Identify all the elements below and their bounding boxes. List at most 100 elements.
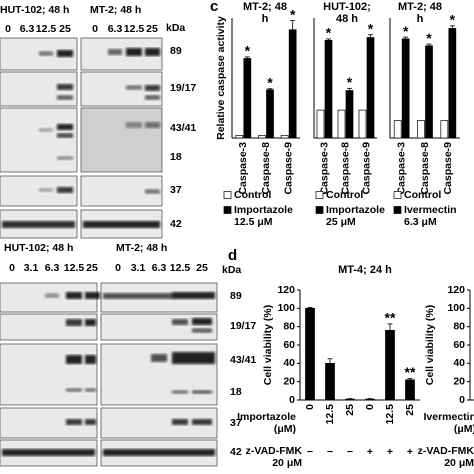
legend-label: Importazole 12.5 μM <box>234 204 293 228</box>
significance-mark: * <box>267 74 273 90</box>
error-bar <box>347 87 352 91</box>
x-tick-label: 25 <box>344 404 356 416</box>
marker-label: 42 <box>230 446 242 458</box>
x-tick-label: Caspase-3 <box>395 142 407 195</box>
bar <box>366 37 375 139</box>
bar <box>425 45 433 139</box>
panel-letter: c <box>210 0 218 15</box>
significance-mark: * <box>368 20 374 36</box>
error-bar <box>449 25 455 29</box>
chart-title: HUT-102; 48 h <box>323 1 371 25</box>
lane-label: 25 <box>146 23 158 35</box>
error-bar <box>387 323 393 331</box>
x-tick-label: Caspase-9 <box>442 142 454 195</box>
error-bar <box>267 88 273 90</box>
y-tick-label: 40 <box>283 357 295 369</box>
bar <box>235 135 244 139</box>
blot-title: MT-2; 48 h <box>116 242 167 254</box>
x-tick-label: Caspase-9 <box>360 142 372 195</box>
bar <box>405 379 415 401</box>
legend-swatch <box>315 206 324 214</box>
error-bar <box>407 378 413 380</box>
chart-title: MT-2; 48 h <box>243 1 288 25</box>
legend-swatch <box>393 191 402 199</box>
lane-label: 25 <box>59 23 71 35</box>
kda-label: kDa <box>222 264 241 276</box>
lane-label: 3.1 <box>24 262 39 274</box>
bar <box>345 398 355 401</box>
lane-label: 25 <box>86 262 98 274</box>
bar <box>337 109 346 139</box>
error-bar <box>426 43 432 46</box>
significance-mark: * <box>326 25 332 41</box>
error-bar <box>307 307 313 309</box>
treatment-label: z-VAD-FMK 20 μM <box>245 445 302 469</box>
lane-label: 6.3 <box>45 262 60 274</box>
lane-label: 12.5 <box>64 262 85 274</box>
bar <box>258 135 266 139</box>
bar <box>325 362 335 401</box>
legend-label: Control <box>234 189 272 201</box>
y-tick-label: 0 <box>459 394 465 406</box>
legend-label: Ivermectin 6.3 μM <box>404 204 457 228</box>
y-tick-label: 60 <box>283 339 295 351</box>
legend-label: Control <box>404 189 442 201</box>
marker-label: 19/17 <box>230 320 256 332</box>
y-tick-label: 120 <box>277 284 295 296</box>
bar <box>316 109 325 139</box>
lane-label: 6.3 <box>108 23 123 35</box>
y-tick-label: 80 <box>453 320 465 332</box>
lane-label: 12.5 <box>124 23 145 35</box>
legend-swatch <box>223 206 232 214</box>
marker-label: 37 <box>230 417 242 429</box>
treatment-label: z-VAD-FMK 20 μM <box>417 445 474 469</box>
error-bar <box>368 34 373 38</box>
lane-label: 6.3 <box>152 262 167 274</box>
lane-label: 0 <box>9 262 15 274</box>
lane-label: 12.5 <box>36 23 57 35</box>
x-tick-label: 25 <box>404 404 416 416</box>
y-tick-label: 20 <box>283 375 295 387</box>
bar <box>345 90 354 139</box>
significance-mark: * <box>290 6 296 22</box>
blot-title: HUT-102; 48 h <box>0 4 69 16</box>
treatment-mark: + <box>367 446 373 458</box>
bar <box>305 307 315 401</box>
y-tick-label: 100 <box>277 302 295 314</box>
y-axis-label: Relative caspase activity <box>215 16 227 140</box>
significance-mark: ** <box>405 364 416 380</box>
marker-label: 43/41 <box>170 122 196 134</box>
marker-label: 43/41 <box>230 354 256 366</box>
y-tick-label: 20 <box>453 375 465 387</box>
legend-swatch <box>393 206 402 214</box>
significance-mark: * <box>347 74 353 90</box>
panel-letter: d <box>228 247 237 264</box>
treatment-mark: − <box>307 446 313 458</box>
lane-label: 0 <box>5 23 11 35</box>
x-tick-label: 0 <box>364 404 376 410</box>
lane-label: 6.3 <box>20 23 35 35</box>
y-tick-label: 120 <box>447 284 465 296</box>
lane-label: 0 <box>92 23 98 35</box>
y-tick-label: 80 <box>283 320 295 332</box>
marker-label: 89 <box>230 290 242 302</box>
bar <box>401 38 410 139</box>
y-tick-label: 60 <box>453 339 465 351</box>
bar <box>448 28 457 139</box>
bar <box>417 120 425 139</box>
legend-swatch <box>315 191 324 199</box>
bar <box>393 120 402 139</box>
x-tick-label: Caspase-9 <box>282 142 294 195</box>
x-axis-label: Importazole (μM) <box>237 411 296 435</box>
bar <box>365 398 375 401</box>
bar <box>243 58 252 139</box>
significance-mark: * <box>403 23 409 39</box>
chart-title: MT-2; 48 h <box>398 1 443 25</box>
treatment-mark: − <box>347 446 353 458</box>
lane-label: 25 <box>196 262 208 274</box>
x-tick-label: 12.5 <box>384 404 396 425</box>
x-tick-label: Caspase-8 <box>260 142 272 195</box>
bar <box>358 109 367 139</box>
y-axis-label: Cell viability (%) <box>262 305 274 386</box>
